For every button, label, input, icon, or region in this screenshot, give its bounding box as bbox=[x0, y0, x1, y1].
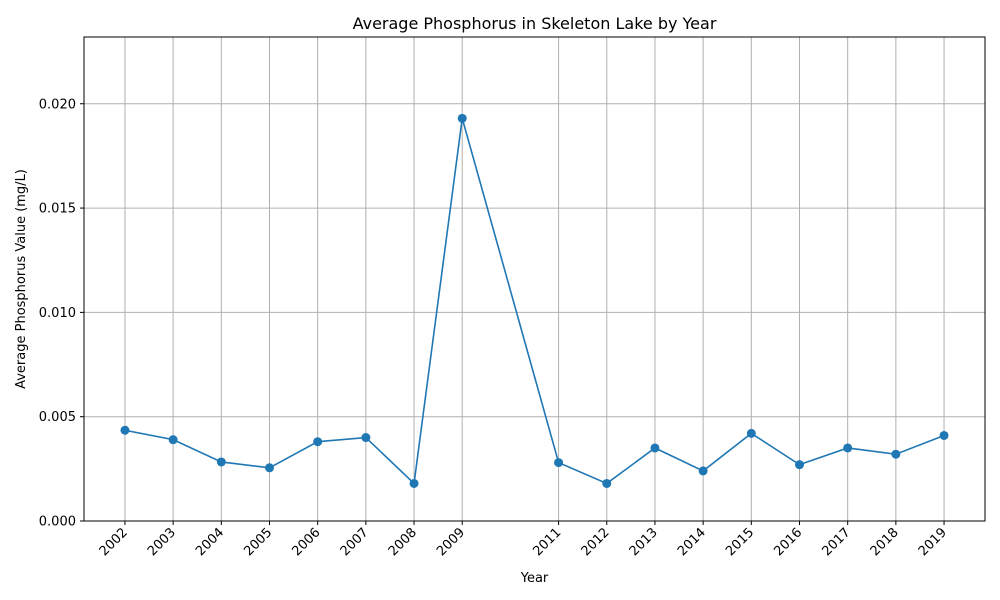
data-point-2005 bbox=[265, 463, 274, 473]
series-layer bbox=[120, 113, 949, 488]
data-point-2008 bbox=[409, 478, 419, 488]
data-point-2003 bbox=[168, 435, 178, 445]
y-axis-ticks: 0.000 0.005 0.010 0.015 0.020 bbox=[39, 97, 84, 530]
y-tick-label: 0.005 bbox=[39, 410, 76, 425]
x-tick-label: 2012 bbox=[579, 525, 613, 559]
x-tick-label: 2002 bbox=[97, 525, 131, 559]
data-point-2007 bbox=[361, 433, 371, 443]
x-axis-label: Year bbox=[520, 571, 549, 586]
data-point-2009 bbox=[457, 113, 467, 123]
x-tick-label: 2003 bbox=[145, 525, 179, 559]
data-point-2015 bbox=[746, 428, 756, 438]
chart-title: Average Phosphorus in Skeleton Lake by Y… bbox=[353, 14, 717, 33]
x-tick-label: 2005 bbox=[241, 525, 275, 559]
data-point-2019 bbox=[939, 430, 949, 440]
y-tick-label: 0.000 bbox=[39, 515, 76, 530]
y-axis-label: Average Phosphorus Value (mg/L) bbox=[14, 169, 29, 389]
data-point-2013 bbox=[650, 443, 660, 453]
data-point-2002 bbox=[120, 425, 130, 435]
x-tick-label: 2004 bbox=[193, 525, 227, 559]
x-tick-label: 2015 bbox=[723, 525, 757, 559]
x-tick-label: 2007 bbox=[338, 525, 372, 559]
x-tick-label: 2019 bbox=[916, 525, 950, 559]
x-tick-label: 2017 bbox=[820, 525, 854, 559]
data-point-2016 bbox=[795, 460, 804, 470]
x-tick-label: 2016 bbox=[771, 525, 805, 559]
data-point-2004 bbox=[216, 457, 226, 467]
y-tick-label: 0.015 bbox=[39, 202, 76, 217]
data-point-2011 bbox=[554, 458, 564, 468]
data-point-2017 bbox=[843, 443, 853, 453]
x-axis-ticks: 2002 2003 2004 2005 2006 2007 2008 2009 2011 2012… bbox=[97, 521, 950, 559]
x-tick-label: 2008 bbox=[386, 525, 420, 559]
y-tick-label: 0.020 bbox=[39, 97, 76, 112]
x-tick-label: 2013 bbox=[627, 525, 661, 559]
series-line bbox=[124, 118, 945, 486]
data-point-2012 bbox=[602, 478, 612, 488]
data-point-2014 bbox=[698, 466, 708, 476]
plot-frame bbox=[83, 36, 986, 522]
x-tick-label: 2018 bbox=[868, 525, 902, 559]
x-tick-label: 2006 bbox=[290, 525, 324, 559]
data-point-2018 bbox=[891, 449, 901, 459]
y-tick-label: 0.010 bbox=[39, 306, 76, 321]
data-point-2006 bbox=[313, 437, 323, 447]
x-tick-label: 2014 bbox=[675, 525, 709, 559]
x-tick-label: 2009 bbox=[434, 525, 468, 559]
x-tick-label: 2011 bbox=[530, 525, 564, 559]
